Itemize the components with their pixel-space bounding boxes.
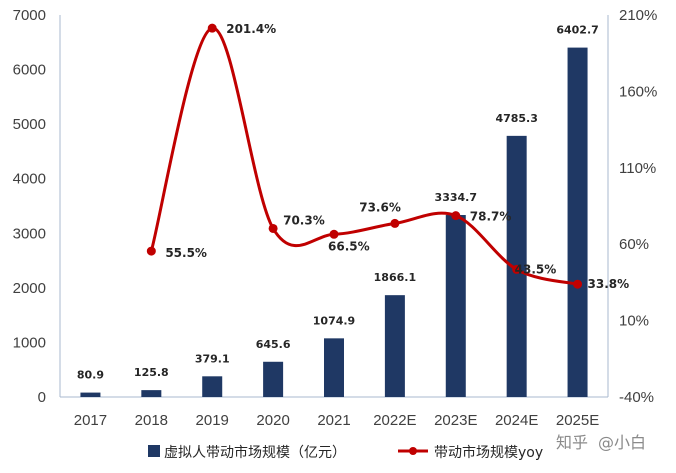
right-tick-label: 10% xyxy=(619,313,649,330)
bar-2022E xyxy=(384,295,405,397)
bar-value-label: 379.1 xyxy=(195,352,230,365)
bar-2018 xyxy=(141,390,162,397)
x-tick-label: 2018 xyxy=(135,412,168,429)
bar-2017 xyxy=(80,392,101,397)
line-series xyxy=(146,23,583,289)
left-tick-label: 2000 xyxy=(13,280,46,297)
bar-value-label: 1866.1 xyxy=(374,271,416,284)
bar-2020 xyxy=(263,361,284,397)
left-tick-label: 4000 xyxy=(13,171,46,188)
x-tick-label: 2017 xyxy=(74,412,107,429)
watermark-user: @小白 xyxy=(598,433,646,452)
right-tick-label: 210% xyxy=(619,7,657,24)
bar-2025E xyxy=(567,47,588,397)
watermark: 知乎 @小白 xyxy=(556,433,646,452)
watermark-platform: 知乎 xyxy=(556,433,588,452)
bar-series xyxy=(80,47,588,397)
legend-bar-swatch xyxy=(148,445,160,457)
yoy-marker-2020 xyxy=(268,223,278,233)
left-tick-label: 0 xyxy=(38,389,46,406)
line-data-labels: 55.5% 201.4% 70.3%66.5% 73.6% 78.7% 43.5% 33.8… xyxy=(165,22,629,291)
x-tick-label: 2022E xyxy=(373,412,416,429)
bar-value-label: 80.9 xyxy=(77,369,104,382)
yoy-marker-2024E xyxy=(512,264,522,274)
bar-value-label: 6402.7 xyxy=(556,24,598,37)
legend-line-marker xyxy=(409,447,417,455)
bar-value-label: 3334.7 xyxy=(435,191,477,204)
bar-2019 xyxy=(202,376,223,397)
bar-value-label: 4785.3 xyxy=(495,112,537,125)
left-tick-label: 5000 xyxy=(13,116,46,133)
right-tick-label: -40% xyxy=(619,389,654,406)
yoy-marker-2022E xyxy=(390,218,400,228)
yoy-value-label: 70.3% xyxy=(283,213,325,227)
yoy-marker-2023E xyxy=(451,211,461,221)
x-axis: 2017 2018 2019 2020 2021 2022E 2023E 2024E 2025E xyxy=(60,396,608,429)
left-tick-label: 6000 xyxy=(13,62,46,79)
bar-2021 xyxy=(324,338,344,397)
yoy-marker-2021 xyxy=(329,229,339,239)
yoy-value-label: 201.4% xyxy=(226,22,276,36)
x-tick-label: 2023E xyxy=(434,412,477,429)
x-tick-label: 2025E xyxy=(556,412,599,429)
right-tick-label: 110% xyxy=(619,160,656,177)
yoy-marker-2025E xyxy=(573,279,583,289)
yoy-value-label: 78.7% xyxy=(470,210,512,224)
legend-line-label: 带动市场规模yoy xyxy=(434,444,543,461)
right-tick-label: 60% xyxy=(619,236,649,253)
yoy-marker-2018 xyxy=(146,246,156,256)
x-tick-label: 2020 xyxy=(256,412,289,429)
x-tick-label: 2019 xyxy=(196,412,229,429)
left-tick-label: 7000 xyxy=(13,7,46,24)
yoy-line xyxy=(149,26,578,286)
right-y-axis: -40% 10% 60% 110% 160% 210% xyxy=(607,7,657,406)
legend-bar-label: 虚拟人带动市场规模（亿元） xyxy=(164,444,346,461)
bar-data-labels: 80.9 125.8 379.1 645.6 1074.9 1866.1 3334.7 478… xyxy=(77,24,599,382)
yoy-value-label: 66.5% xyxy=(328,239,370,253)
x-tick-label: 2021 xyxy=(317,412,350,429)
yoy-marker-2019 xyxy=(207,23,217,33)
yoy-value-label: 43.5% xyxy=(515,262,557,276)
bar-2023E xyxy=(445,215,466,397)
bar-value-label: 125.8 xyxy=(134,366,169,379)
yoy-value-label: 73.6% xyxy=(359,200,401,214)
yoy-value-label: 55.5% xyxy=(165,246,207,260)
bar-value-label: 645.6 xyxy=(256,338,291,351)
left-tick-label: 1000 xyxy=(13,334,46,351)
x-tick-label: 2024E xyxy=(495,412,538,429)
legend: 虚拟人带动市场规模（亿元） 带动市场规模yoy xyxy=(148,444,543,461)
bar-value-label: 1074.9 xyxy=(313,314,355,327)
right-tick-label: 160% xyxy=(619,83,657,100)
yoy-value-label: 33.8% xyxy=(588,277,630,291)
left-y-axis: 0 1000 2000 3000 4000 5000 6000 7000 xyxy=(13,7,61,406)
left-tick-label: 3000 xyxy=(13,225,46,242)
